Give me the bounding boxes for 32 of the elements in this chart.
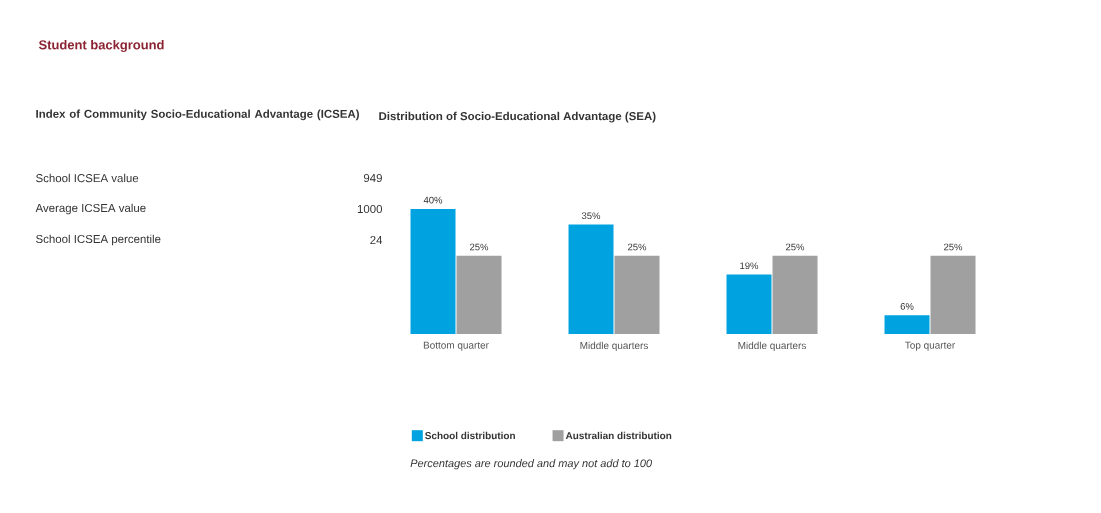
legend-label: School distribution [425,431,515,440]
category-label: School ICSEA value [36,173,139,183]
x-tick-label: Bottom quarter [423,341,489,351]
x-tick-label: Middle quarters [580,341,648,352]
data-label: 25% [944,243,963,251]
bar [930,255,976,334]
bar [614,255,660,334]
data-label: 25% [628,243,647,251]
bar [410,208,456,334]
text: Percentages are rounded and may not add to 100 [410,459,652,470]
bar [726,274,772,334]
category-label: Average ICSEA value [35,203,146,215]
data-label: 25% [786,243,805,251]
bar [456,255,502,334]
bar [772,255,818,334]
bar [884,315,930,334]
category-label: School ICSEA percentile [36,234,161,246]
data-label: 1000 [357,204,383,214]
text: Student background [38,39,164,53]
data-label: 40% [423,196,443,204]
data-label: 24 [370,235,383,244]
x-tick-label: Middle quarters [738,341,806,352]
data-label: 949 [363,173,382,183]
bar [568,224,614,334]
data-label: 25% [470,243,489,251]
data-label: 35% [581,212,601,220]
x-tick-label: Top quarter [905,341,956,351]
data-label: 19% [740,262,759,270]
legend-label: Australian distribution [565,431,672,440]
data-label: 6% [900,303,914,310]
chart-title: Distribution of Socio-Educational Advantage (SEA) [379,111,656,123]
text: Index of Community Socio-Educational Advantage (ICSEA) [36,109,359,121]
